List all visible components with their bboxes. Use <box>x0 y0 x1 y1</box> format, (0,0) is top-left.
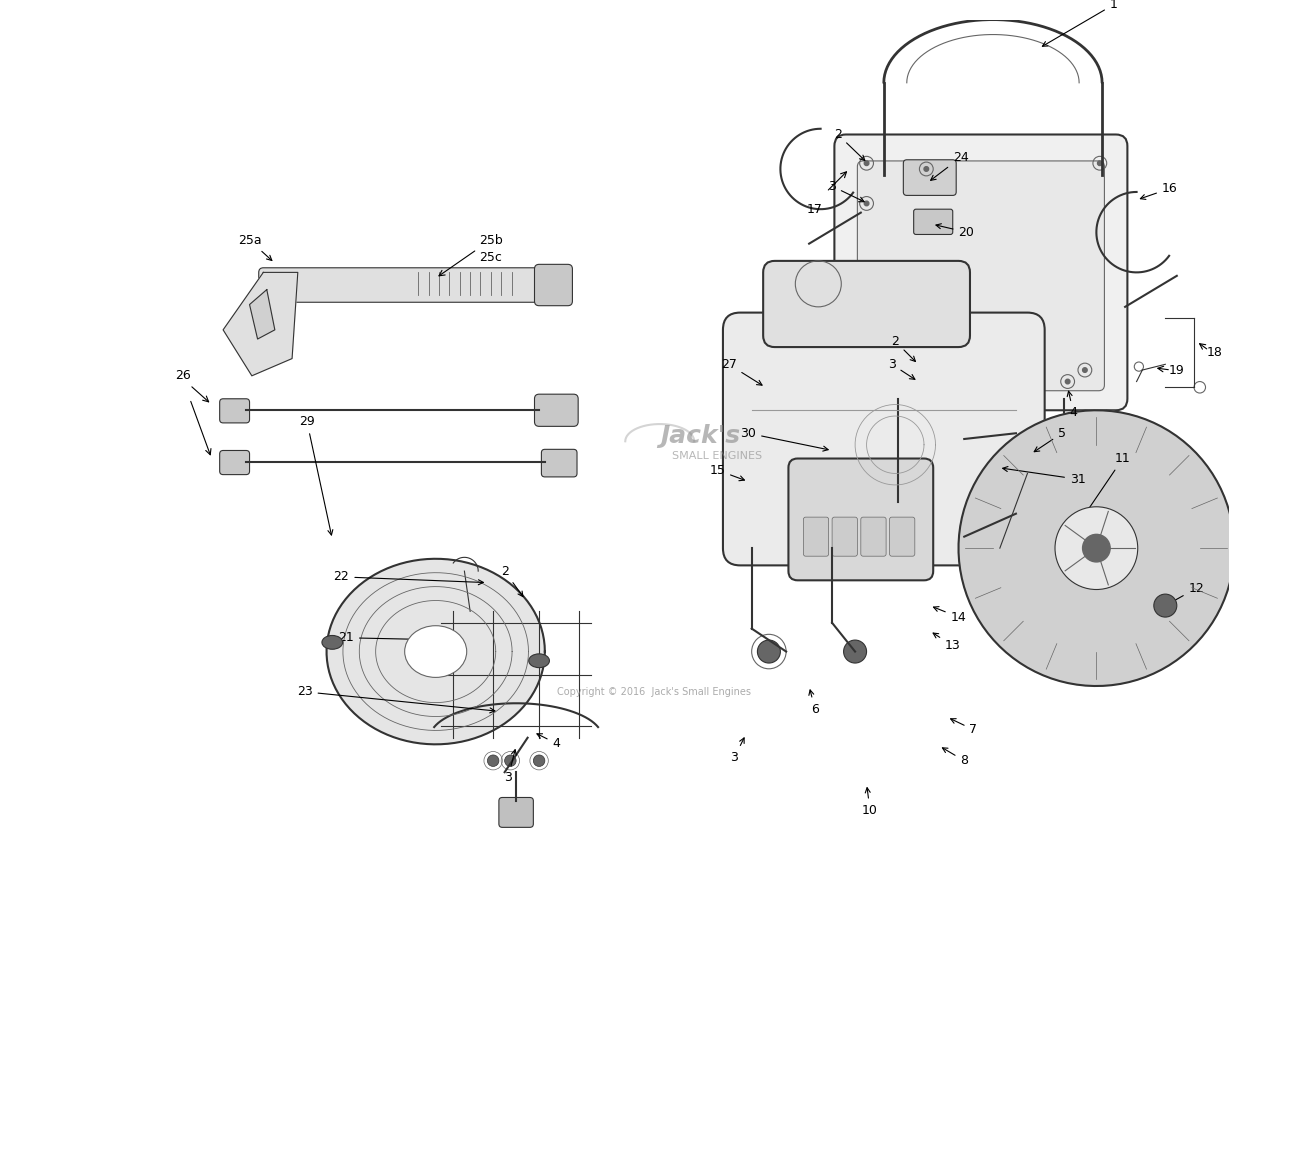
Text: 26: 26 <box>175 370 191 383</box>
Text: 31: 31 <box>1003 467 1086 486</box>
Text: 17: 17 <box>807 202 823 215</box>
Circle shape <box>865 161 869 165</box>
FancyBboxPatch shape <box>259 268 544 302</box>
Text: 21: 21 <box>339 632 449 645</box>
Text: 5: 5 <box>1035 427 1066 452</box>
Text: 2: 2 <box>891 335 916 362</box>
FancyBboxPatch shape <box>535 394 578 426</box>
Text: 3: 3 <box>888 358 914 379</box>
Polygon shape <box>250 290 275 339</box>
Text: 22: 22 <box>334 570 484 585</box>
Circle shape <box>865 201 869 206</box>
FancyBboxPatch shape <box>220 450 250 475</box>
Text: 7: 7 <box>951 718 977 736</box>
FancyBboxPatch shape <box>861 517 886 556</box>
Text: Copyright © 2016  Jack's Small Engines: Copyright © 2016 Jack's Small Engines <box>557 687 751 697</box>
Text: 2: 2 <box>835 128 865 160</box>
Text: 14: 14 <box>934 606 967 624</box>
FancyBboxPatch shape <box>904 160 956 195</box>
Circle shape <box>923 166 929 171</box>
Text: 13: 13 <box>933 633 960 653</box>
Text: 20: 20 <box>937 223 974 239</box>
Text: 12: 12 <box>1169 581 1205 604</box>
Text: 8: 8 <box>943 748 968 768</box>
Circle shape <box>916 367 921 372</box>
Ellipse shape <box>322 635 343 649</box>
Text: 11: 11 <box>1082 452 1130 519</box>
Circle shape <box>1083 535 1110 562</box>
Polygon shape <box>959 411 1235 686</box>
FancyBboxPatch shape <box>857 161 1104 391</box>
Text: 27: 27 <box>721 358 763 385</box>
Text: 4: 4 <box>538 734 560 750</box>
FancyBboxPatch shape <box>723 312 1045 565</box>
Ellipse shape <box>404 626 467 677</box>
Text: 23: 23 <box>297 686 494 713</box>
Text: 16: 16 <box>1141 183 1177 199</box>
Text: 10: 10 <box>862 787 878 817</box>
FancyBboxPatch shape <box>763 261 971 347</box>
Circle shape <box>1083 367 1087 372</box>
Circle shape <box>1097 161 1103 165</box>
Circle shape <box>882 373 886 378</box>
FancyBboxPatch shape <box>542 449 577 477</box>
Circle shape <box>757 640 781 663</box>
Polygon shape <box>327 559 545 744</box>
Text: 3: 3 <box>828 180 865 201</box>
Text: 29: 29 <box>300 415 332 535</box>
FancyBboxPatch shape <box>832 517 857 556</box>
Circle shape <box>488 755 498 766</box>
Text: 25c: 25c <box>480 250 502 264</box>
Circle shape <box>534 755 545 766</box>
Circle shape <box>1154 594 1177 617</box>
Text: 18: 18 <box>1207 346 1223 359</box>
Circle shape <box>1056 507 1138 590</box>
Text: 4: 4 <box>1067 391 1078 419</box>
Text: 6: 6 <box>808 690 819 716</box>
FancyBboxPatch shape <box>889 517 914 556</box>
FancyBboxPatch shape <box>867 500 1101 528</box>
Text: 24: 24 <box>931 151 968 180</box>
FancyBboxPatch shape <box>914 209 952 234</box>
Text: 25b: 25b <box>479 234 502 247</box>
FancyBboxPatch shape <box>535 264 573 305</box>
Circle shape <box>505 755 517 766</box>
FancyBboxPatch shape <box>789 459 933 580</box>
Polygon shape <box>224 273 298 376</box>
Ellipse shape <box>528 654 549 668</box>
FancyBboxPatch shape <box>498 798 534 827</box>
FancyBboxPatch shape <box>220 399 250 422</box>
Text: 30: 30 <box>740 427 828 452</box>
Text: 3: 3 <box>504 750 517 784</box>
Text: 15: 15 <box>709 463 744 481</box>
Text: 19: 19 <box>1169 364 1185 377</box>
Text: 2: 2 <box>501 565 523 597</box>
Text: Jack's: Jack's <box>661 424 740 448</box>
Text: SMALL ENGINES: SMALL ENGINES <box>672 452 763 461</box>
FancyBboxPatch shape <box>803 517 829 556</box>
Text: 1: 1 <box>1042 0 1117 47</box>
Text: 25a: 25a <box>238 234 272 261</box>
FancyBboxPatch shape <box>835 135 1127 411</box>
Circle shape <box>844 640 867 663</box>
Text: 3: 3 <box>730 738 744 764</box>
Circle shape <box>1065 379 1070 384</box>
